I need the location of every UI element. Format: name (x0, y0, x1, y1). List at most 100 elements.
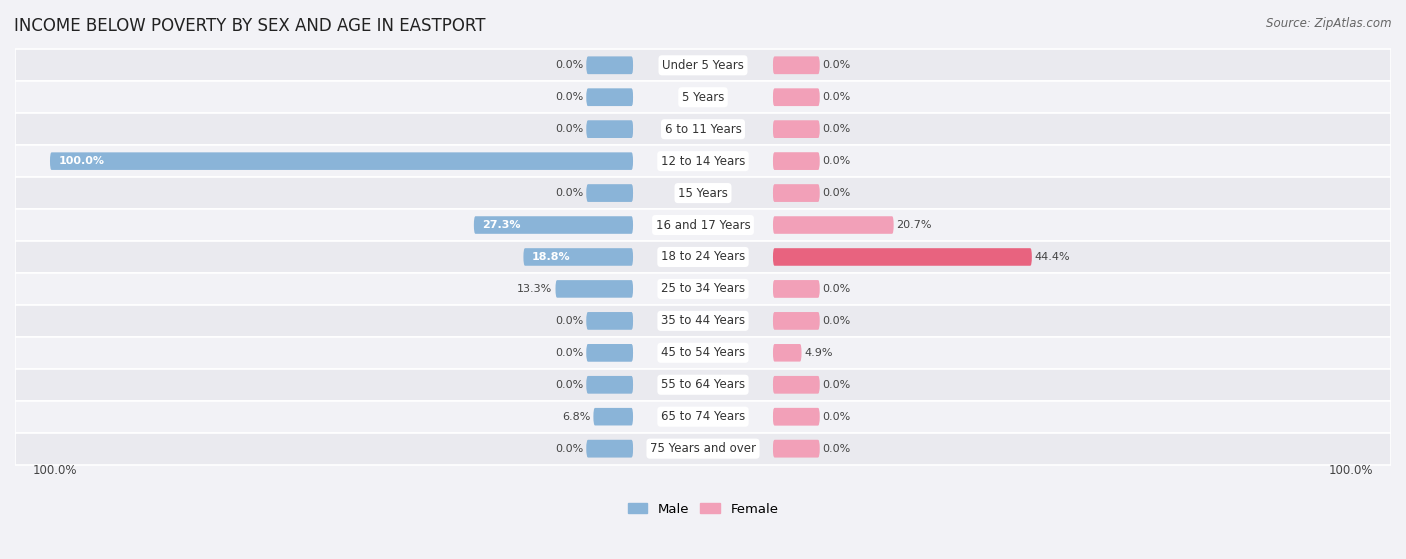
Text: Under 5 Years: Under 5 Years (662, 59, 744, 72)
FancyBboxPatch shape (586, 184, 633, 202)
FancyBboxPatch shape (586, 56, 633, 74)
FancyBboxPatch shape (474, 216, 633, 234)
Text: 0.0%: 0.0% (555, 92, 583, 102)
FancyBboxPatch shape (773, 184, 820, 202)
Text: 6.8%: 6.8% (562, 411, 591, 421)
FancyBboxPatch shape (773, 153, 820, 170)
Text: 55 to 64 Years: 55 to 64 Years (661, 378, 745, 391)
FancyBboxPatch shape (586, 88, 633, 106)
Bar (15, 433, 1391, 465)
FancyBboxPatch shape (555, 280, 633, 298)
FancyBboxPatch shape (586, 376, 633, 394)
FancyBboxPatch shape (773, 280, 820, 298)
Bar (15, 241, 1391, 273)
Text: 0.0%: 0.0% (555, 188, 583, 198)
Bar (15, 369, 1391, 401)
Text: 0.0%: 0.0% (555, 380, 583, 390)
Text: 4.9%: 4.9% (804, 348, 832, 358)
Text: 0.0%: 0.0% (823, 444, 851, 454)
FancyBboxPatch shape (586, 312, 633, 330)
Text: 65 to 74 Years: 65 to 74 Years (661, 410, 745, 423)
FancyBboxPatch shape (586, 312, 633, 330)
FancyBboxPatch shape (773, 376, 820, 394)
FancyBboxPatch shape (773, 408, 820, 425)
FancyBboxPatch shape (586, 184, 633, 202)
Text: 20.7%: 20.7% (897, 220, 932, 230)
Text: 13.3%: 13.3% (517, 284, 553, 294)
Text: 44.4%: 44.4% (1035, 252, 1070, 262)
Text: 0.0%: 0.0% (823, 124, 851, 134)
Text: 0.0%: 0.0% (555, 444, 583, 454)
FancyBboxPatch shape (773, 248, 1032, 266)
Bar (15, 209, 1391, 241)
FancyBboxPatch shape (773, 216, 894, 234)
Text: 100.0%: 100.0% (32, 465, 77, 477)
Bar (15, 273, 1391, 305)
Text: 0.0%: 0.0% (823, 380, 851, 390)
Text: 100.0%: 100.0% (1329, 465, 1374, 477)
FancyBboxPatch shape (586, 344, 633, 362)
FancyBboxPatch shape (773, 312, 820, 330)
Text: 12 to 14 Years: 12 to 14 Years (661, 155, 745, 168)
FancyBboxPatch shape (773, 120, 820, 138)
Text: INCOME BELOW POVERTY BY SEX AND AGE IN EASTPORT: INCOME BELOW POVERTY BY SEX AND AGE IN E… (14, 17, 485, 35)
Text: 5 Years: 5 Years (682, 91, 724, 104)
FancyBboxPatch shape (586, 88, 633, 106)
FancyBboxPatch shape (773, 440, 820, 457)
Text: 0.0%: 0.0% (555, 60, 583, 70)
FancyBboxPatch shape (51, 153, 633, 170)
Text: 0.0%: 0.0% (823, 411, 851, 421)
Text: 0.0%: 0.0% (823, 156, 851, 166)
FancyBboxPatch shape (773, 440, 820, 457)
FancyBboxPatch shape (773, 56, 820, 74)
Bar (15, 177, 1391, 209)
FancyBboxPatch shape (593, 408, 633, 425)
Text: 27.3%: 27.3% (482, 220, 522, 230)
Text: 35 to 44 Years: 35 to 44 Years (661, 314, 745, 328)
Text: Source: ZipAtlas.com: Source: ZipAtlas.com (1267, 17, 1392, 30)
Bar (15, 401, 1391, 433)
Text: 0.0%: 0.0% (555, 124, 583, 134)
FancyBboxPatch shape (586, 56, 633, 74)
FancyBboxPatch shape (773, 88, 820, 106)
Bar (15, 113, 1391, 145)
FancyBboxPatch shape (773, 184, 820, 202)
FancyBboxPatch shape (586, 440, 633, 457)
Bar (15, 81, 1391, 113)
FancyBboxPatch shape (773, 88, 820, 106)
FancyBboxPatch shape (586, 344, 633, 362)
Text: 6 to 11 Years: 6 to 11 Years (665, 122, 741, 136)
Text: 0.0%: 0.0% (823, 284, 851, 294)
FancyBboxPatch shape (586, 120, 633, 138)
Text: 0.0%: 0.0% (555, 316, 583, 326)
Text: 75 Years and over: 75 Years and over (650, 442, 756, 455)
Text: 16 and 17 Years: 16 and 17 Years (655, 219, 751, 231)
Text: 100.0%: 100.0% (59, 156, 104, 166)
Text: 18 to 24 Years: 18 to 24 Years (661, 250, 745, 263)
FancyBboxPatch shape (523, 248, 633, 266)
Bar (15, 337, 1391, 369)
Text: 15 Years: 15 Years (678, 187, 728, 200)
FancyBboxPatch shape (586, 120, 633, 138)
FancyBboxPatch shape (773, 408, 820, 425)
FancyBboxPatch shape (586, 376, 633, 394)
Text: 0.0%: 0.0% (823, 92, 851, 102)
Text: 0.0%: 0.0% (823, 188, 851, 198)
Bar (15, 145, 1391, 177)
FancyBboxPatch shape (773, 56, 820, 74)
Text: 45 to 54 Years: 45 to 54 Years (661, 347, 745, 359)
FancyBboxPatch shape (773, 344, 801, 362)
Legend: Male, Female: Male, Female (627, 503, 779, 516)
Text: 25 to 34 Years: 25 to 34 Years (661, 282, 745, 295)
FancyBboxPatch shape (773, 153, 820, 170)
Bar (15, 49, 1391, 81)
FancyBboxPatch shape (773, 376, 820, 394)
Bar (15, 305, 1391, 337)
Text: 0.0%: 0.0% (555, 348, 583, 358)
FancyBboxPatch shape (773, 312, 820, 330)
Text: 18.8%: 18.8% (531, 252, 571, 262)
FancyBboxPatch shape (773, 120, 820, 138)
FancyBboxPatch shape (773, 280, 820, 298)
Text: 0.0%: 0.0% (823, 316, 851, 326)
FancyBboxPatch shape (586, 440, 633, 457)
